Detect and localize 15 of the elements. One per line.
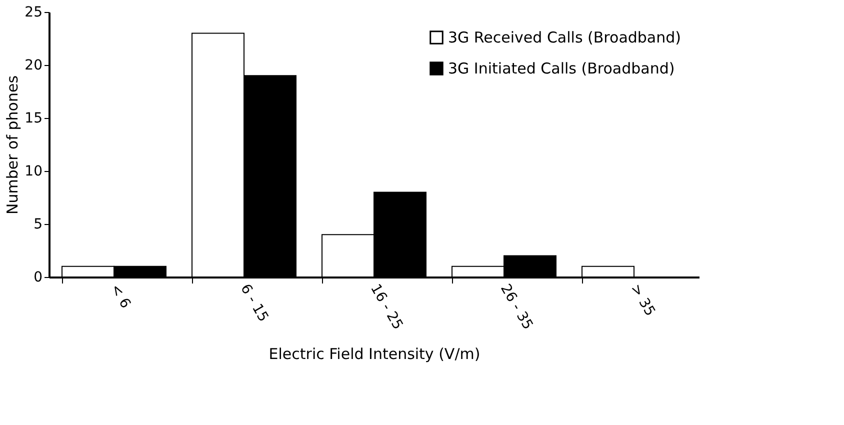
x-tick-label: 26 - 35	[497, 282, 536, 332]
y-tick-label: 0	[34, 270, 42, 286]
y-tick-label: 20	[24, 58, 42, 74]
y-axis-title: Number of phones	[4, 75, 22, 215]
y-tick-label: 25	[24, 4, 42, 20]
y-tick-label: 15	[24, 110, 42, 126]
x-tick-label: 6 - 15	[237, 282, 272, 325]
x-tick-label: 16 - 25	[367, 282, 406, 332]
x-tick-label: < 6	[107, 282, 134, 312]
x-tick-label: > 35	[627, 282, 658, 319]
y-tick-label: 5	[34, 216, 42, 232]
x-axis-title: Electric Field Intensity (V/m)	[268, 344, 480, 363]
legend-label: 3G Received Calls (Broadband)	[448, 28, 681, 46]
legend-label: 3G Initiated Calls (Broadband)	[448, 60, 675, 78]
y-tick-label: 10	[24, 164, 42, 180]
